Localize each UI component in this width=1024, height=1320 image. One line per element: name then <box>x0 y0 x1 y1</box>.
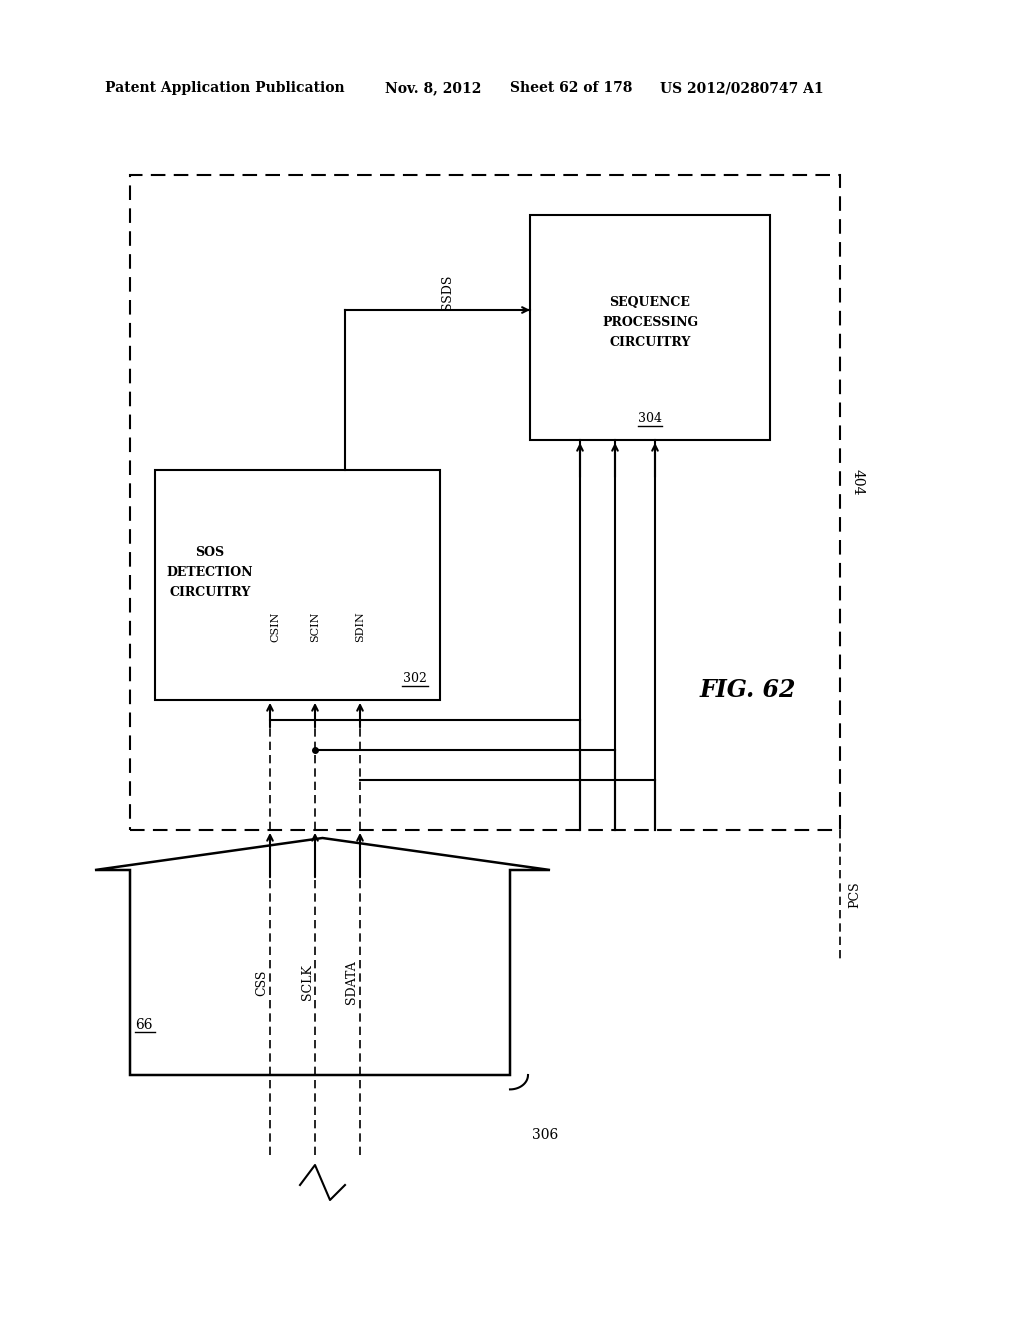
Text: SOS: SOS <box>196 546 224 560</box>
Text: SCIN: SCIN <box>310 611 319 642</box>
Text: 66: 66 <box>135 1018 153 1032</box>
Text: Patent Application Publication: Patent Application Publication <box>105 81 345 95</box>
Text: PCS: PCS <box>848 882 861 908</box>
Bar <box>130 176 840 830</box>
Text: CSS: CSS <box>256 969 268 995</box>
Text: Sheet 62 of 178: Sheet 62 of 178 <box>510 81 633 95</box>
Text: 404: 404 <box>851 469 865 495</box>
Text: SSDS: SSDS <box>441 275 454 310</box>
Text: SDIN: SDIN <box>355 611 365 642</box>
Text: CIRCUITRY: CIRCUITRY <box>609 337 690 348</box>
Text: 304: 304 <box>638 412 662 425</box>
Text: Nov. 8, 2012: Nov. 8, 2012 <box>385 81 481 95</box>
Text: SDATA: SDATA <box>345 961 358 1005</box>
Text: 306: 306 <box>532 1129 558 1142</box>
Text: FIG. 62: FIG. 62 <box>700 678 797 702</box>
Text: CSIN: CSIN <box>270 611 280 642</box>
Text: CIRCUITRY: CIRCUITRY <box>169 586 251 599</box>
Text: SCLK: SCLK <box>300 965 313 1001</box>
Bar <box>155 470 440 700</box>
Text: US 2012/0280747 A1: US 2012/0280747 A1 <box>660 81 823 95</box>
Text: DETECTION: DETECTION <box>167 566 253 579</box>
Text: SEQUENCE: SEQUENCE <box>609 296 690 309</box>
Bar <box>530 215 770 440</box>
Text: 302: 302 <box>403 672 427 685</box>
Text: PROCESSING: PROCESSING <box>602 315 698 329</box>
